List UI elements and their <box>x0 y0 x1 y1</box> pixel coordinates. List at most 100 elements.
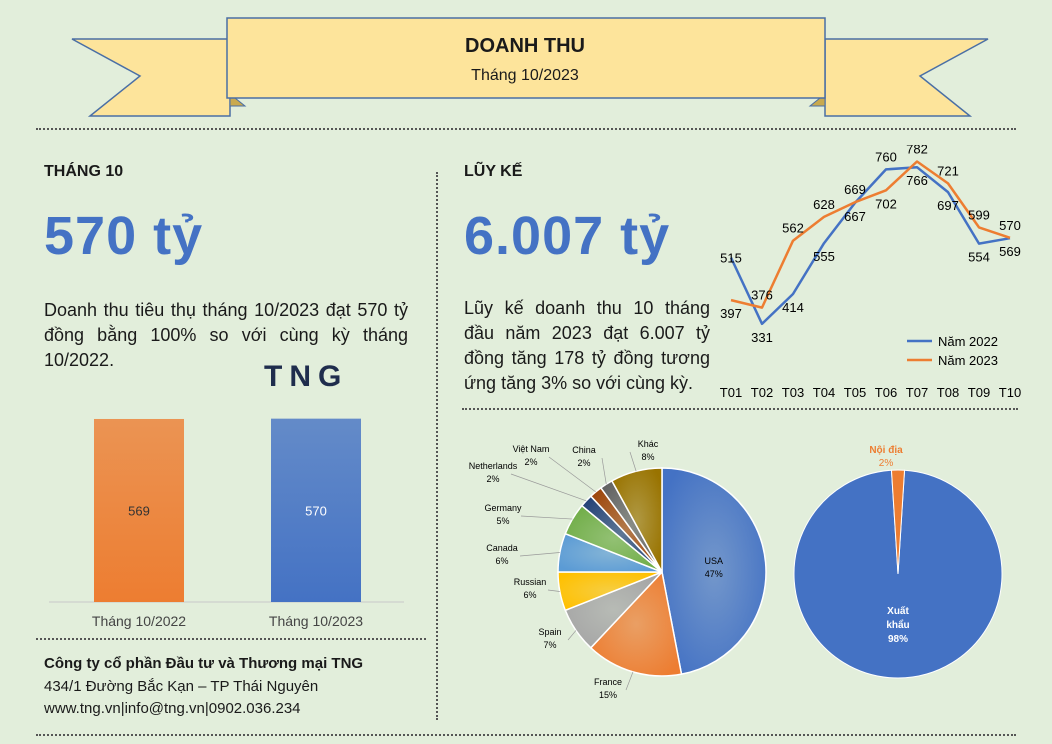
pie-label-name-2: Spain <box>538 627 561 637</box>
pie-label-name-9: Khác <box>638 439 659 449</box>
line-label-2022-7: 697 <box>937 198 959 213</box>
pie2-label-name-1: Nội địa <box>869 445 903 456</box>
line-label-2022-0: 515 <box>720 251 742 266</box>
line-label-2023-0: 397 <box>720 306 742 321</box>
line-label-2022-5: 760 <box>875 149 897 164</box>
line-series-1 <box>730 160 1011 309</box>
pie2-label-name-0b: khẩu <box>886 619 909 631</box>
line-label-2023-2: 562 <box>782 221 804 236</box>
line-label-2022-9: 569 <box>999 244 1021 259</box>
pie-slice-usa <box>661 467 767 676</box>
pie-label-pct-0: 47% <box>705 569 723 579</box>
bar-category-label-0: Tháng 10/2022 <box>92 613 186 629</box>
line-label-2023-4: 669 <box>844 182 866 197</box>
pie-label-pct-4: 6% <box>495 556 508 566</box>
line-label-2022-4: 667 <box>844 209 866 224</box>
pie-leader-9 <box>629 451 637 472</box>
line-x-tick-7: T08 <box>937 385 959 400</box>
month-bar-chart: 569 Tháng 10/2022 570 Tháng 10/2023 <box>49 418 404 629</box>
pie-slice-khác <box>610 467 663 573</box>
pie-label-pct-5: 5% <box>496 516 509 526</box>
monthly-line-chart: 515 331 414 555 667 760 766 697 554 569 397 376 562 6… <box>720 145 1021 400</box>
pie-label-name-6: Netherlands <box>469 461 518 471</box>
cumulative-heading: LŨY KẾ <box>464 163 523 180</box>
bar-category-label-1: Tháng 10/2023 <box>269 613 363 629</box>
line-label-2022-8: 554 <box>968 250 990 265</box>
pie-label-name-3: Russian <box>514 577 547 587</box>
banner: DOANH THU Tháng 10/2023 <box>71 17 989 117</box>
pie-leader-2 <box>567 630 577 641</box>
pie2-label-pct-1: 2% <box>879 458 894 469</box>
cumulative-revenue-value: 6.007 tỷ <box>464 206 671 266</box>
footer-company: Công ty cổ phần Đầu tư và Thương mại TNG <box>44 655 364 672</box>
top-divider <box>36 128 1016 130</box>
line-x-tick-1: T02 <box>751 385 773 400</box>
legend-label-1: Năm 2023 <box>938 353 998 368</box>
line-x-tick-0: T01 <box>720 385 742 400</box>
month-description: Doanh thu tiêu thụ tháng 10/2023 đạt 570… <box>44 300 408 370</box>
domestic-export-pie-chart: Xuất khẩu 98% Nội địa 2% <box>793 445 1003 679</box>
line-label-2023-7: 721 <box>937 163 959 178</box>
bar-value-label-1: 570 <box>305 503 327 518</box>
center-divider <box>436 172 438 720</box>
pie-label-name-7: Việt Nam <box>513 444 550 454</box>
right-divider <box>462 408 1018 410</box>
line-x-tick-5: T06 <box>875 385 897 400</box>
pie-leader-4 <box>519 552 560 557</box>
legend-label-0: Năm 2022 <box>938 334 998 349</box>
pie2-label-name-0a: Xuất <box>887 605 909 617</box>
line-x-tick-3: T04 <box>813 385 835 400</box>
pie-label-name-1: France <box>594 677 622 687</box>
pie-label-name-0: USA <box>705 556 724 566</box>
pie-slice-xuat-khau <box>793 469 1003 679</box>
pie-leader-8 <box>601 457 607 485</box>
bottom-divider <box>36 734 1016 736</box>
pie-label-pct-6: 2% <box>486 474 499 484</box>
pie-label-name-4: Canada <box>486 543 518 553</box>
bar-1 <box>271 418 361 602</box>
line-label-2022-3: 555 <box>813 249 835 264</box>
line-label-2023-5: 702 <box>875 196 897 211</box>
bar-value-label-0: 569 <box>128 503 150 518</box>
pie-leader-5 <box>520 515 573 520</box>
line-series-0 <box>729 165 1011 326</box>
footer-divider <box>36 638 426 640</box>
banner-subtitle: Tháng 10/2023 <box>471 67 579 84</box>
pie-leader-7 <box>548 456 596 493</box>
pie-label-name-5: Germany <box>484 503 522 513</box>
bar-0 <box>94 418 184 602</box>
line-label-2022-2: 414 <box>782 300 804 315</box>
line-label-2022-6: 766 <box>906 173 928 188</box>
line-x-tick-4: T05 <box>844 385 866 400</box>
tng-logo: TNG <box>264 360 349 393</box>
banner-body <box>226 17 826 99</box>
month-heading: THÁNG 10 <box>44 163 124 180</box>
footer-contact[interactable]: www.tng.vn|info@tng.vn|0902.036.234 <box>44 700 301 717</box>
market-pie-chart: USA 47% France 15% Spain 7% Russian 6% Canada 6% G… <box>469 439 767 700</box>
pie-leader-3 <box>547 589 560 592</box>
pie-label-pct-2: 7% <box>543 640 556 650</box>
line-label-2023-9: 570 <box>999 218 1021 233</box>
banner-left-tail <box>71 38 231 117</box>
pie-leader-1 <box>625 671 634 691</box>
pie-slice-france <box>589 570 683 677</box>
pie-label-pct-9: 8% <box>641 452 654 462</box>
line-x-tick-6: T07 <box>906 385 928 400</box>
month-revenue-value: 570 tỷ <box>44 206 204 266</box>
banner-right-tail <box>824 38 989 117</box>
banner-title: DOANH THU <box>465 35 585 57</box>
line-x-tick-9: T10 <box>999 385 1021 400</box>
line-label-2023-1: 376 <box>751 288 773 303</box>
pie-slice-noi-dia <box>890 469 906 575</box>
pie2-label-pct-0: 98% <box>888 634 908 645</box>
line-x-tick-2: T03 <box>782 385 804 400</box>
pie-label-pct-3: 6% <box>523 590 536 600</box>
pie-label-pct-8: 2% <box>577 458 590 468</box>
footer-address: 434/1 Đường Bắc Kạn – TP Thái Nguyên <box>44 678 319 695</box>
line-label-2023-8: 599 <box>968 207 990 222</box>
pie-label-pct-1: 15% <box>599 690 617 700</box>
cumulative-description: Lũy kế doanh thu 10 tháng đầu năm 2023 đ… <box>464 298 710 393</box>
pie-leader-6 <box>510 473 587 502</box>
pie-label-pct-7: 2% <box>524 457 537 467</box>
line-label-2023-6: 782 <box>906 145 928 156</box>
